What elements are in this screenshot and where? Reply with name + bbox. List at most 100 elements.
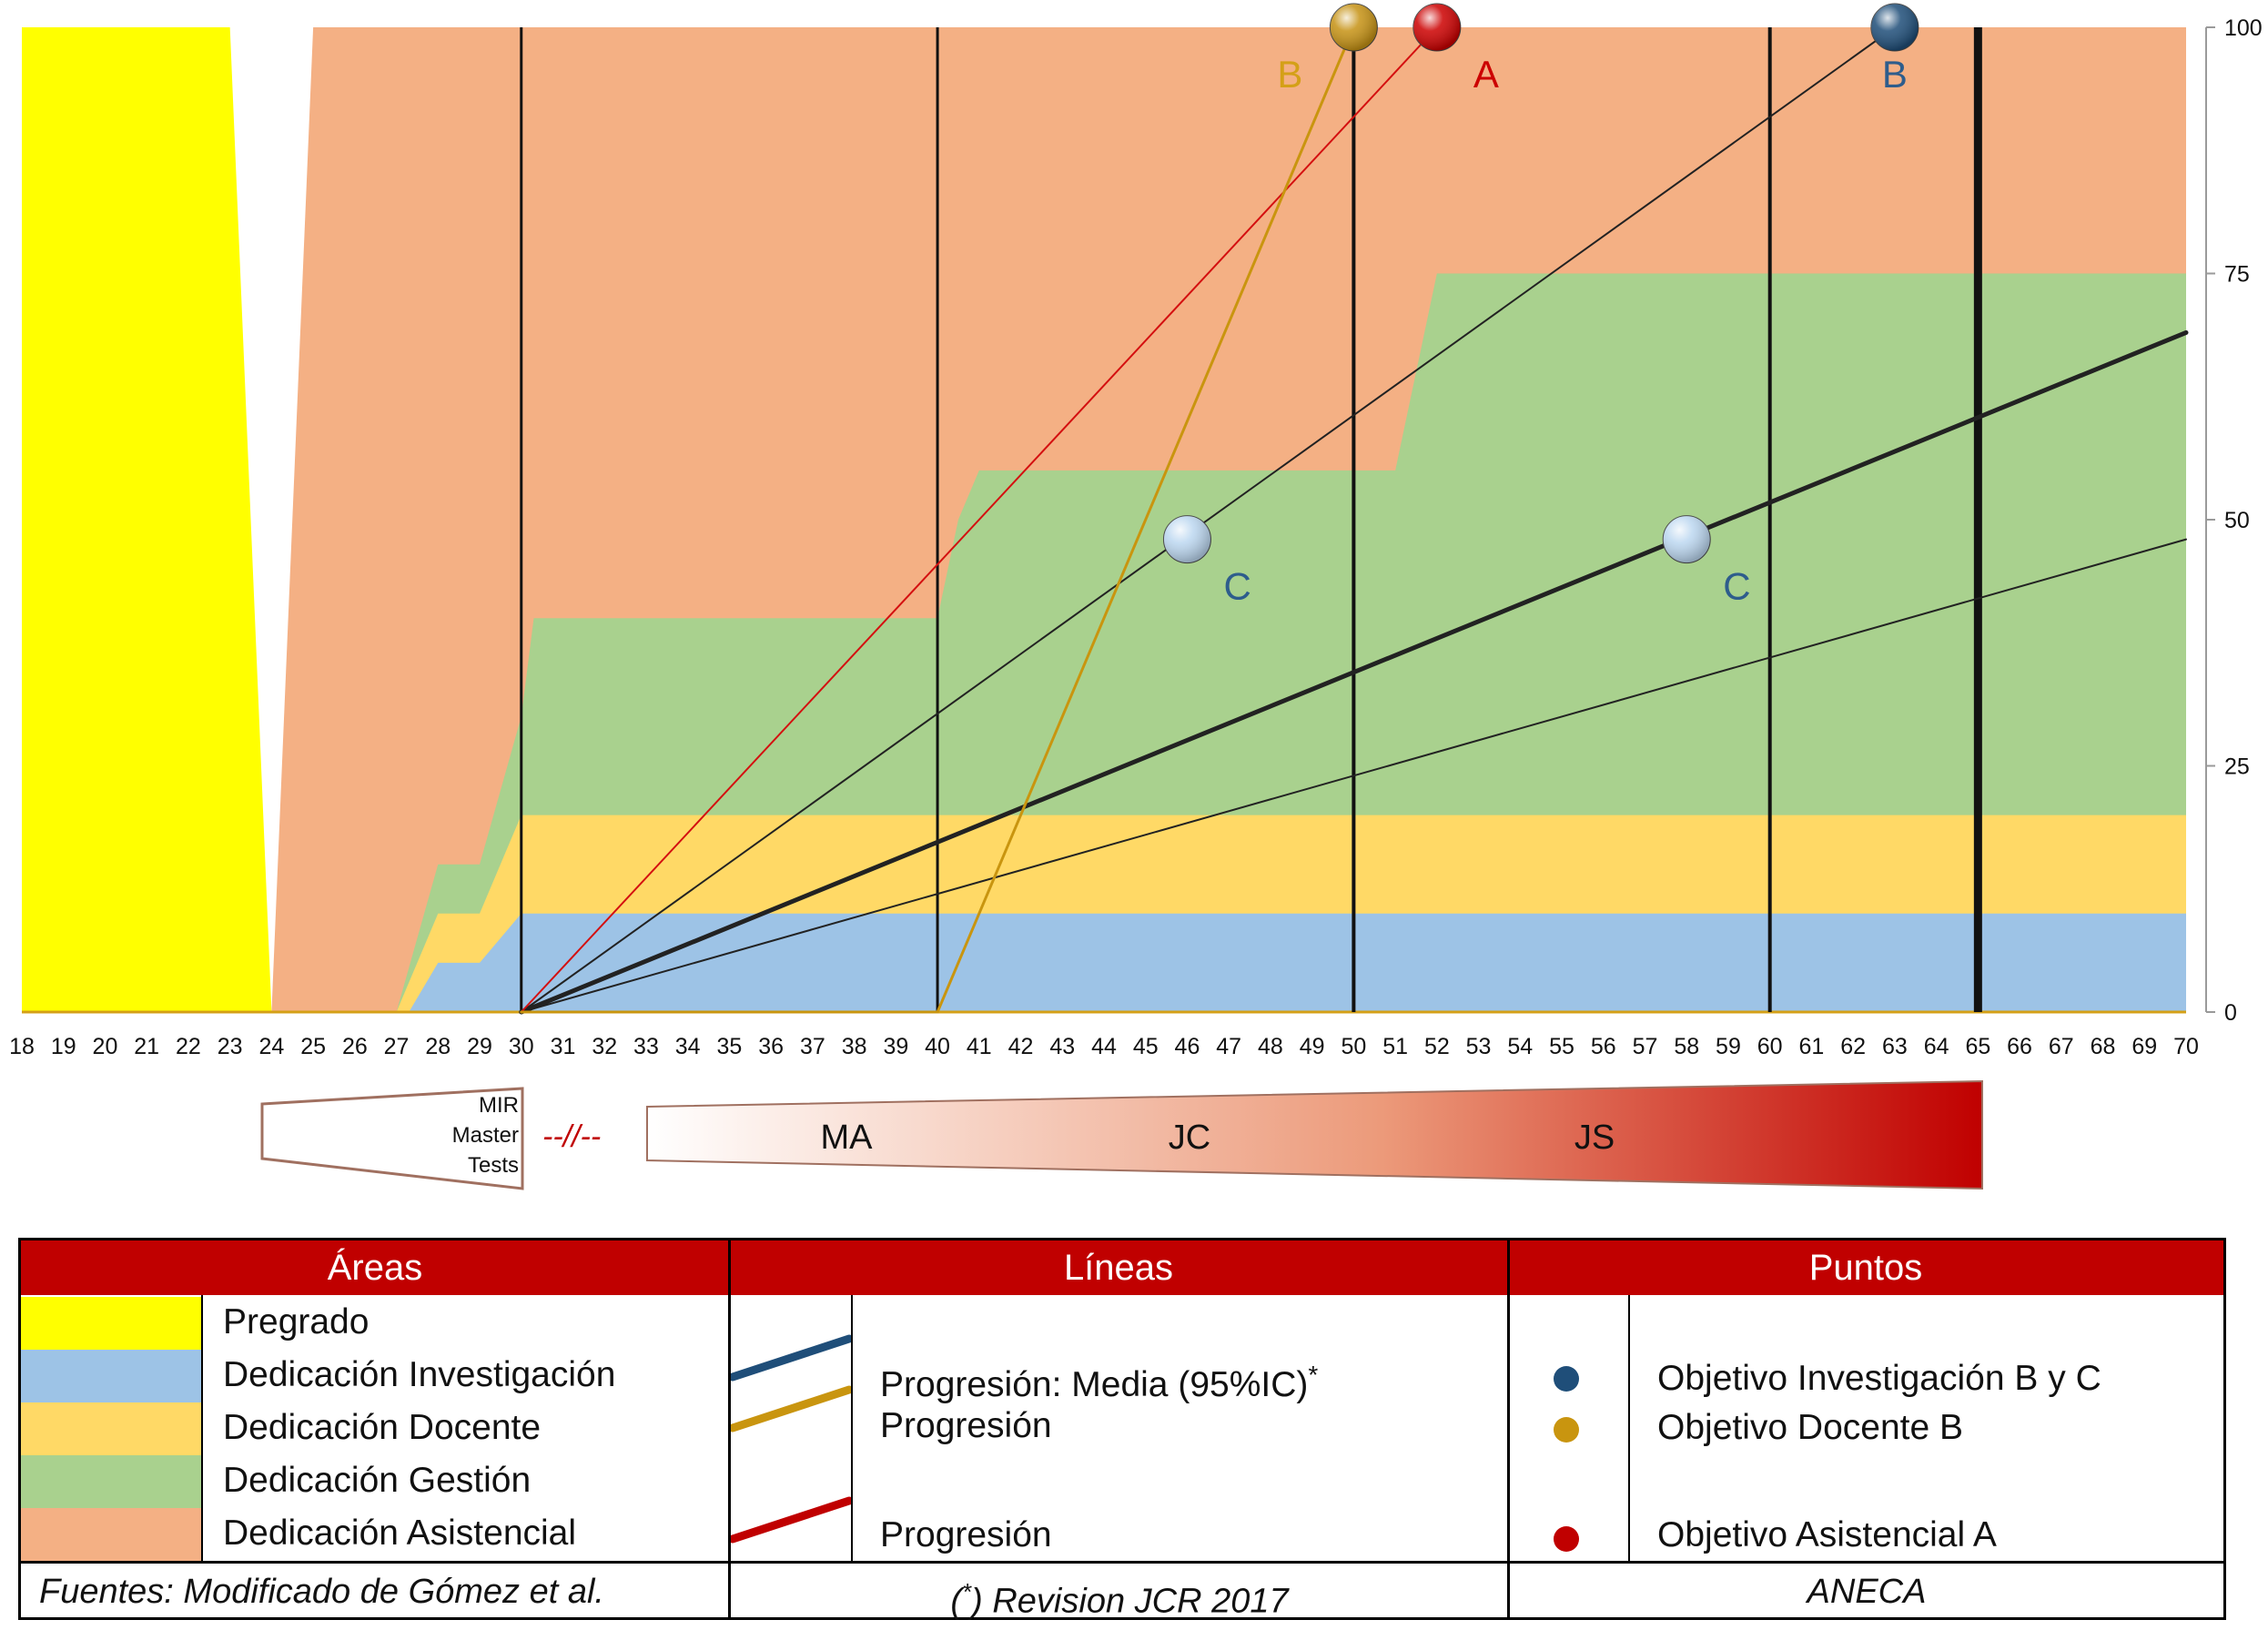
career-stage-bar (646, 1079, 1983, 1190)
legend-footer-revision-prefix: ( (950, 1582, 963, 1621)
point-shine (1412, 4, 1461, 51)
point-shine (1870, 4, 1919, 51)
legend-area-label: Pregrado (223, 1302, 370, 1341)
x-tick-label: 26 (342, 1034, 368, 1059)
early-stage-trapezoid (260, 1087, 524, 1190)
legend-line-red (731, 1496, 851, 1544)
x-tick-label: 21 (134, 1034, 159, 1059)
x-tick-label: 29 (467, 1034, 492, 1059)
x-tick-label: 40 (925, 1034, 950, 1059)
legend-footer-sources: Fuentes: Modificado de Gómez et al. (39, 1573, 604, 1611)
area-pregrado (22, 27, 272, 1012)
swatch-investigacion (21, 1350, 201, 1402)
x-tick-label: 39 (883, 1034, 908, 1059)
x-tick-label: 25 (300, 1034, 326, 1059)
legend-divider (1507, 1240, 1510, 1617)
points-layer: B A B C C (1162, 3, 1919, 608)
progression-lines-layer (519, 25, 2189, 1015)
stage-label-js: JS (1574, 1119, 1615, 1157)
y-tick-label: 100 (2224, 15, 2263, 41)
x-tick-label: 52 (1424, 1034, 1450, 1059)
legend-footer-divider (21, 1561, 2223, 1564)
legend-footer-aneca: ANECA (1807, 1573, 1927, 1611)
x-tick-label: 61 (1799, 1034, 1825, 1059)
legend-dot-asistencial (1554, 1526, 1579, 1552)
legend-dot-investigacion (1554, 1366, 1579, 1392)
x-tick-label: 47 (1216, 1034, 1241, 1059)
x-tick-label: 69 (2131, 1034, 2157, 1059)
x-tick-label: 18 (9, 1034, 35, 1059)
x-tick-label: 46 (1175, 1034, 1200, 1059)
x-tick-label: 20 (93, 1034, 118, 1059)
progression-line-0 (520, 26, 1896, 1013)
y-tick-label: 50 (2224, 508, 2250, 533)
x-tick-label: 57 (1633, 1034, 1658, 1059)
x-tick-label: 31 (551, 1034, 576, 1059)
legend-area-label: Dedicación Docente (223, 1408, 542, 1447)
legend-area-label: Dedicación Asistencial (223, 1514, 577, 1553)
point-shine (1663, 515, 1711, 563)
point-label: C (1723, 565, 1750, 608)
area-dedicacion-investigacion (409, 913, 2186, 1012)
legend-footer-revision: (*) Revision JCR 2017 (731, 1564, 1508, 1621)
swatch-gestion (21, 1455, 201, 1508)
legend-footer-revision-sup: * (962, 1578, 972, 1605)
legend-point-label: Objetivo Docente B (1657, 1408, 1964, 1447)
legend-dot-docente (1554, 1417, 1579, 1443)
x-tick-label: 34 (675, 1034, 701, 1059)
point-shine (1163, 515, 1211, 563)
legend-area-label: Dedicación Investigación (223, 1355, 616, 1394)
x-tick-label: 23 (218, 1034, 243, 1059)
x-tick-label: 19 (51, 1034, 76, 1059)
x-tick-label: 59 (1716, 1034, 1741, 1059)
legend-area-label: Dedicación Gestión (223, 1461, 532, 1500)
stage-separator: --//-- (542, 1119, 601, 1154)
progression-line-1 (519, 329, 2189, 1015)
legend-line-label: Progresión (880, 1515, 1052, 1554)
stage-early-line-3: Tests (468, 1153, 519, 1178)
x-tick-label: 64 (1924, 1034, 1949, 1059)
progression-line-5 (936, 25, 1355, 1014)
x-tick-label: 50 (1341, 1034, 1366, 1059)
x-tick-label: 49 (1300, 1034, 1325, 1059)
legend-line-blue (731, 1334, 851, 1382)
x-ticks-layer: 18 19 20 21 22 23 24 25 26 27 28 29 30 31 32 33 34 35 36 37… (9, 1034, 2199, 1059)
x-tick-label: 27 (384, 1034, 410, 1059)
y-tick-label: 0 (2224, 1000, 2237, 1026)
legend-header-lineas: Líneas (729, 1240, 1508, 1295)
legend-line-label: Progresión: Media (95%IC)* (880, 1361, 1318, 1405)
x-tick-label: 38 (842, 1034, 867, 1059)
legend-divider (851, 1295, 853, 1563)
legend-line-label-text: Progresión: Media (95%IC) (880, 1365, 1309, 1404)
x-tick-label: 28 (425, 1034, 451, 1059)
point-shine (1330, 4, 1378, 51)
stage-label-jc: JC (1169, 1119, 1210, 1157)
y-ticks-layer: 0 25 50 75 100 (2205, 15, 2263, 1026)
y-tick-label: 25 (2224, 754, 2250, 780)
progression-line-2 (520, 538, 2187, 1013)
legend-line-swatches (731, 1334, 851, 1544)
legend-header-areas: Áreas (21, 1240, 729, 1295)
x-tick-label: 33 (633, 1034, 659, 1059)
x-tick-label: 51 (1382, 1034, 1408, 1059)
legend-footer-revision-text: ) Revision JCR 2017 (971, 1582, 1289, 1621)
x-tick-label: 67 (2049, 1034, 2074, 1059)
x-tick-label: 66 (2007, 1034, 2032, 1059)
x-tick-label: 37 (800, 1034, 825, 1059)
x-tick-label: 35 (717, 1034, 743, 1059)
vertical-lines-layer (520, 27, 1982, 1012)
x-tick-label: 62 (1840, 1034, 1866, 1059)
legend-header-puntos: Puntos (1508, 1240, 2223, 1295)
legend-point-label: Objetivo Asistencial A (1657, 1515, 1997, 1554)
career-chart: B A B C C 18 19 20 21 22 23 24 25 26 27 28 29 30 31 32 33 34… (9, 3, 2263, 1190)
x-tick-label: 42 (1008, 1034, 1034, 1059)
legend-line-gold (731, 1385, 851, 1433)
x-tick-label: 53 (1466, 1034, 1492, 1059)
legend-point-label: Objetivo Investigación B y C (1657, 1359, 2101, 1398)
x-tick-label: 32 (592, 1034, 617, 1059)
x-tick-label: 36 (758, 1034, 784, 1059)
x-tick-label: 22 (176, 1034, 201, 1059)
stage-early-line-2: Master (452, 1123, 519, 1148)
legend-table: Áreas Líneas Puntos Pregrado Dedicación … (18, 1238, 2226, 1621)
point-label: B (1882, 53, 1908, 96)
